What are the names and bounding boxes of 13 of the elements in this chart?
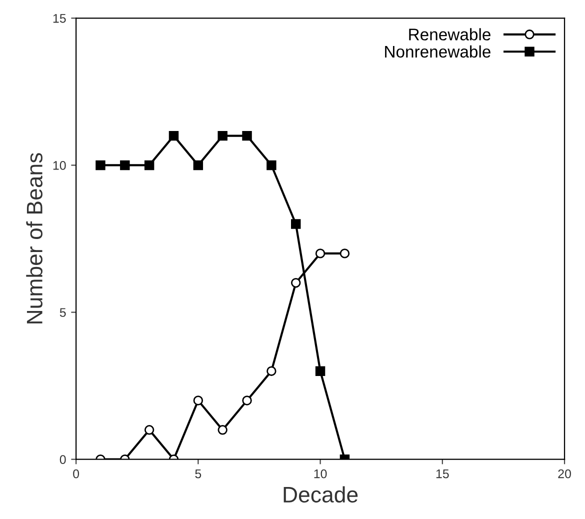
y-axis-title: Number of Beans [26, 153, 42, 324]
x-axis-title: Decade [284, 486, 358, 503]
y-tick-label: 0 [60, 455, 66, 464]
x-tick-label: 10 [314, 469, 327, 478]
y-tick-label: 5 [60, 308, 66, 317]
x-tick-label: 5 [195, 469, 202, 478]
x-tick-label: 20 [558, 469, 571, 478]
y-tick-label: 15 [53, 14, 66, 23]
x-tick-label: 15 [436, 469, 449, 478]
legend-label: Renewable [409, 28, 490, 40]
x-tick-label: 0 [73, 469, 80, 478]
y-tick-label: 10 [53, 161, 66, 170]
legend-label: Nonrenewable [385, 45, 490, 58]
